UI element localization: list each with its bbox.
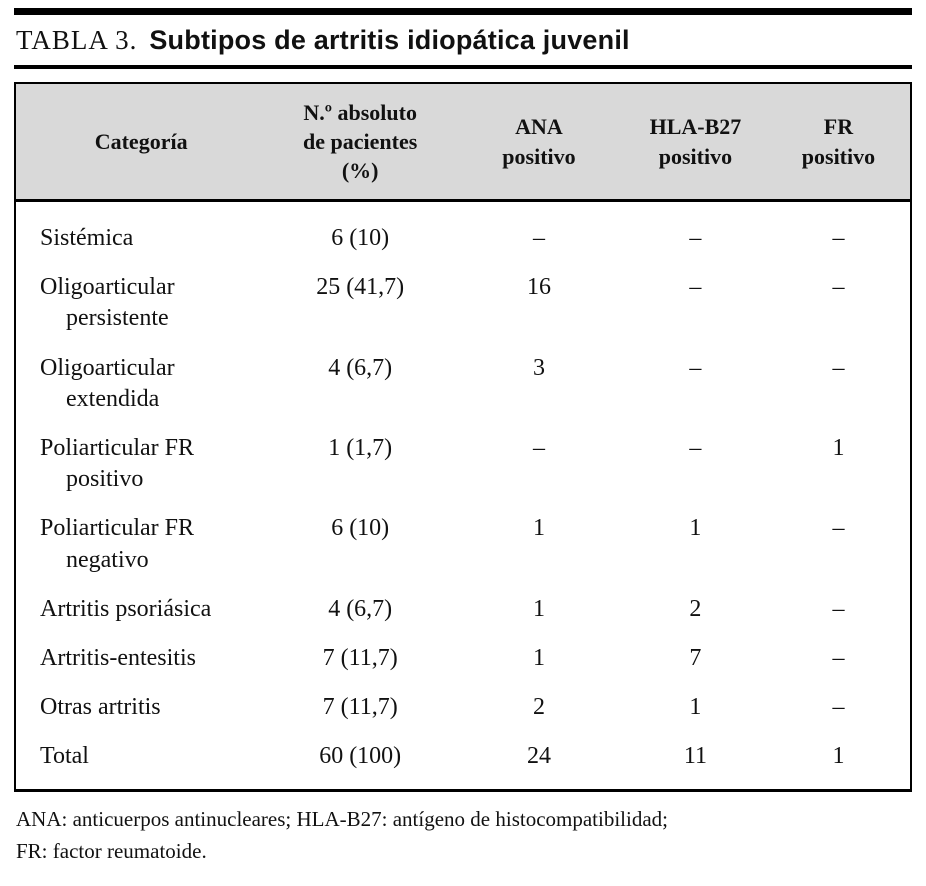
cell-hla-b27: 1: [689, 694, 702, 721]
category-line-2: extendida: [66, 385, 160, 412]
cell-n-pacientes: 4 (6,7): [328, 595, 393, 622]
cell-hla-b27: –: [689, 225, 702, 251]
table-row-artritis-psoriasica: Artritis psoriásica 4 (6,7) 1 2 –: [16, 585, 910, 634]
cell-n-pacientes: 7 (11,7): [322, 694, 398, 721]
cell-hla-b27: –: [689, 354, 702, 381]
category-line-1: Oligoarticular: [40, 354, 175, 381]
column-header-ana: ANA positivo: [454, 112, 624, 170]
header-line: (%): [341, 158, 379, 184]
category-line-1: Artritis-entesitis: [40, 644, 196, 671]
cell-ana: 1: [532, 595, 545, 622]
cell-fr: 1: [832, 434, 845, 461]
cell-n-pacientes: 6 (10): [331, 515, 390, 542]
cell-category: Total: [16, 741, 266, 772]
cell-category: Oligoarticular extendida: [16, 353, 266, 415]
cell-fr: –: [832, 515, 845, 542]
cell-ana: –: [532, 434, 545, 461]
table-row-sistemica: Sistémica 6 (10) – – –: [16, 214, 910, 263]
column-header-fr: FR positivo: [767, 112, 910, 170]
table-row-poliarticular-fr-negativo: Poliarticular FR negativo 6 (10) 1 1 –: [16, 504, 910, 584]
cell-fr: –: [832, 354, 845, 381]
cell-category: Artritis-entesitis: [16, 643, 266, 674]
cell-hla-b27: –: [689, 274, 702, 301]
cell-category: Poliarticular FR negativo: [16, 513, 266, 575]
cell-n-pacientes: 25 (41,7): [316, 274, 405, 301]
cell-hla-b27: 11: [683, 743, 707, 770]
category-line-1: Artritis psoriásica: [40, 595, 212, 622]
header-line: N.º absoluto: [303, 99, 417, 125]
cell-category: Artritis psoriásica: [16, 594, 266, 625]
header-line: de pacientes: [303, 128, 418, 154]
data-table: Categoría N.º absoluto de pacientes (%) …: [14, 82, 912, 793]
column-header-categoria: Categoría: [16, 127, 266, 156]
cell-hla-b27: –: [689, 434, 702, 461]
cell-fr: –: [832, 595, 845, 622]
table-row-total: Total 60 (100) 24 11 1: [16, 732, 910, 781]
cell-ana: 3: [532, 354, 545, 381]
cell-ana: 1: [532, 515, 545, 542]
category-line-1: Sistémica: [40, 225, 134, 251]
cell-category: Sistémica: [16, 223, 266, 254]
cell-fr: –: [832, 225, 845, 251]
table-row-artritis-entesitis: Artritis-entesitis 7 (11,7) 1 7 –: [16, 634, 910, 683]
footnote-line-1: ANA: anticuerpos antinucleares; HLA-B27:…: [16, 807, 669, 832]
top-rule: [14, 8, 912, 15]
table-header-row: Categoría N.º absoluto de pacientes (%) …: [16, 84, 910, 202]
cell-category: Oligoarticular persistente: [16, 272, 266, 334]
table-label: TABLA 3.: [16, 25, 138, 55]
cell-category: Otras artritis: [16, 692, 266, 723]
column-header-n-pacientes: N.º absoluto de pacientes (%): [266, 98, 454, 185]
table-body: Sistémica 6 (10) – – – Oligoarticular pe…: [16, 202, 910, 789]
cell-ana: 1: [532, 644, 545, 671]
header-line: FR: [823, 114, 854, 140]
cell-hla-b27: 7: [689, 644, 702, 671]
header-line: positivo: [658, 143, 733, 169]
category-line-2: persistente: [66, 305, 169, 332]
header-line: positivo: [502, 143, 576, 169]
cell-category: Poliarticular FR positivo: [16, 433, 266, 495]
table-row-oligoarticular-persistente: Oligoarticular persistente 25 (41,7) 16 …: [16, 263, 910, 343]
header-line: positivo: [801, 143, 876, 169]
cell-hla-b27: 2: [689, 595, 702, 622]
cell-n-pacientes: 6 (10): [331, 225, 390, 251]
cell-ana: –: [532, 225, 545, 251]
column-header-hla-b27: HLA-B27 positivo: [624, 112, 767, 170]
caption-rule: [14, 65, 912, 69]
cell-n-pacientes: 60 (100): [319, 743, 402, 770]
category-line-1: Total: [40, 743, 89, 770]
category-line-2: negativo: [66, 546, 149, 573]
header-line: HLA-B27: [649, 114, 742, 140]
cell-hla-b27: 1: [689, 515, 702, 542]
table-row-oligoarticular-extendida: Oligoarticular extendida 4 (6,7) 3 – –: [16, 344, 910, 424]
cell-fr: –: [832, 274, 845, 301]
category-line-1: Otras artritis: [40, 694, 161, 721]
category-line-1: Poliarticular FR: [40, 515, 194, 542]
cell-n-pacientes: 4 (6,7): [328, 354, 393, 381]
cell-ana: 2: [532, 694, 545, 721]
header-line: ANA: [515, 114, 563, 140]
cell-ana: 16: [526, 274, 551, 301]
table-row-poliarticular-fr-positivo: Poliarticular FR positivo 1 (1,7) – – 1: [16, 424, 910, 504]
table-caption: TABLA 3. Subtipos de artritis idiopática …: [14, 15, 912, 65]
cell-fr: –: [832, 694, 845, 721]
cell-ana: 24: [526, 743, 551, 770]
cell-fr: 1: [832, 743, 845, 770]
cell-n-pacientes: 1 (1,7): [328, 434, 393, 461]
cell-fr: –: [832, 644, 845, 671]
header-line: Categoría: [94, 128, 188, 154]
footnote-line-2: FR: factor reumatoide.: [16, 838, 207, 863]
category-line-2: positivo: [66, 466, 144, 493]
category-line-1: Poliarticular FR: [40, 434, 194, 461]
page-title: Subtipos de artritis idiopática juvenil: [149, 25, 630, 55]
category-line-1: Oligoarticular: [40, 274, 175, 301]
table-row-otras-artritis: Otras artritis 7 (11,7) 2 1 –: [16, 683, 910, 732]
cell-n-pacientes: 7 (11,7): [322, 644, 398, 671]
table-footnote: ANA: anticuerpos antinucleares; HLA-B27:…: [14, 792, 912, 867]
